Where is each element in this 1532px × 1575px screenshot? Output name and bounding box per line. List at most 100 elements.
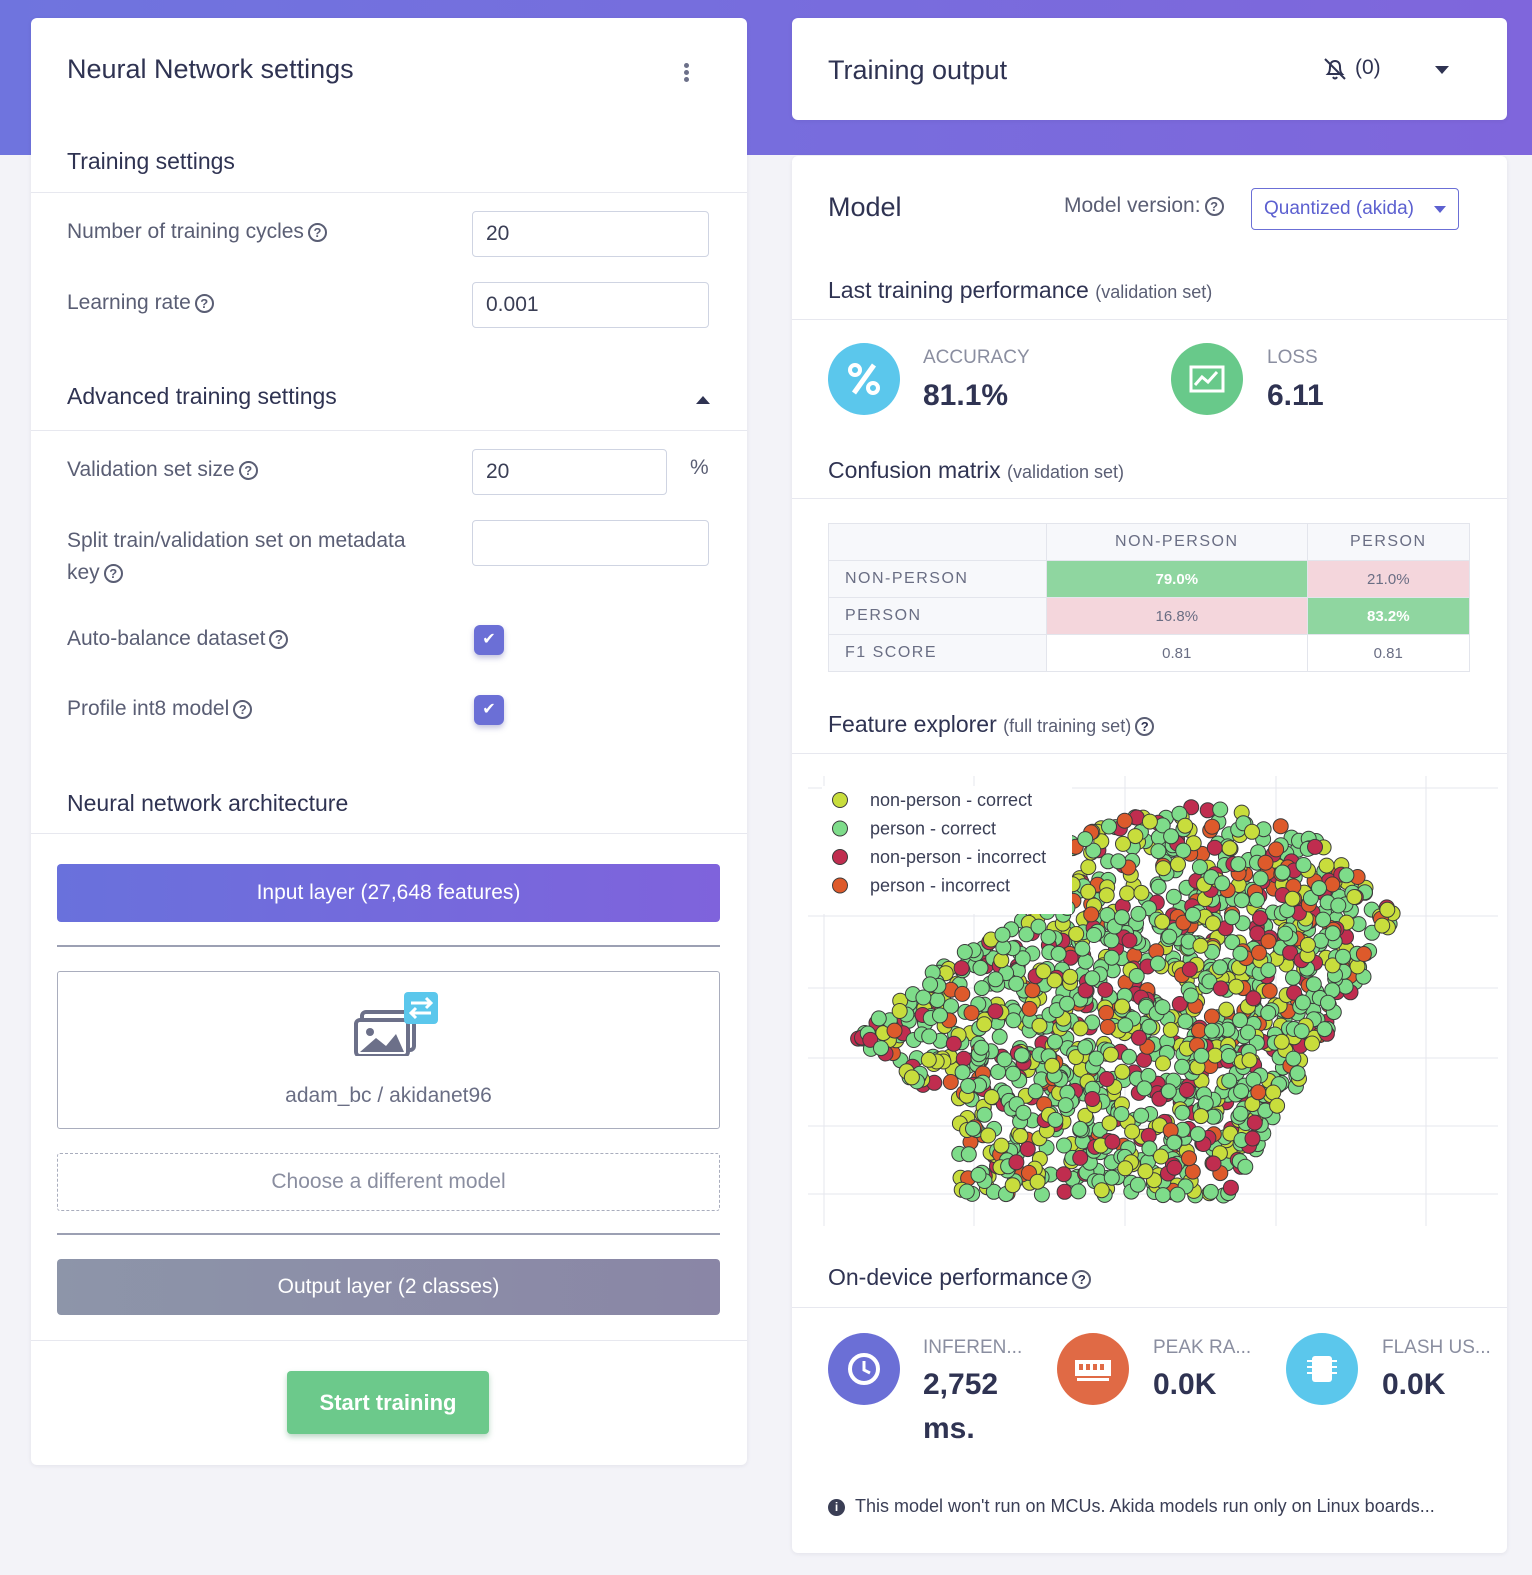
row-header: PERSON [828, 597, 1047, 635]
scatter-point [1150, 878, 1167, 895]
scatter-point [1008, 1154, 1025, 1171]
scatter-point [1166, 1134, 1183, 1151]
scatter-point [1249, 925, 1266, 942]
scatter-point [1338, 867, 1355, 884]
chevron-up-icon[interactable] [696, 395, 710, 405]
table-row: F1 SCORE 0.81 0.81 [828, 634, 1471, 672]
chip-icon [1286, 1333, 1358, 1405]
matrix-cell: 79.0% [1046, 560, 1308, 598]
scatter-point [1272, 818, 1289, 835]
legend-label: non-person - incorrect [870, 847, 1046, 867]
model-block[interactable]: adam_bc / akidanet96 [57, 971, 720, 1129]
scatter-point [1316, 1021, 1333, 1038]
confusion-matrix-title: Confusion matrix (validation set) [828, 457, 1125, 483]
table-row: PERSON 16.8% 83.2% [828, 597, 1471, 635]
info-icon: i [828, 1499, 845, 1516]
scatter-point [1004, 1177, 1021, 1194]
divider [792, 498, 1507, 499]
advanced-settings-title[interactable]: Advanced training settings [67, 383, 337, 409]
scatter-point [1014, 950, 1031, 967]
scatter-point [1320, 994, 1336, 1011]
scatter-point [1203, 1022, 1220, 1039]
scatter-point [958, 1183, 975, 1200]
scatter-point [1174, 1058, 1191, 1075]
start-training-button[interactable]: Start training [287, 1371, 489, 1434]
scatter-point [1154, 913, 1171, 930]
scatter-point [1293, 1023, 1310, 1040]
help-icon[interactable]: ? [1135, 717, 1155, 736]
scatter-point [1274, 864, 1291, 881]
learning-rate-input[interactable]: 0.001 [472, 282, 709, 328]
model-version-select[interactable]: Quantized (akida) [1251, 188, 1459, 230]
scatter-point [1072, 1120, 1089, 1137]
scatter-point [1214, 875, 1231, 892]
notification-count[interactable]: (0) [1355, 56, 1381, 79]
chevron-down-icon[interactable] [1435, 66, 1449, 74]
help-icon[interactable]: ? [307, 223, 327, 242]
help-icon[interactable]: ? [269, 630, 289, 649]
bell-off-icon[interactable] [1322, 56, 1348, 82]
scatter-point [1080, 883, 1097, 900]
column-header: PERSON [1306, 523, 1471, 561]
auto-balance-checkbox[interactable]: ✔ [474, 625, 504, 655]
scatter-point [1099, 1019, 1116, 1035]
ram-icon [1057, 1333, 1129, 1405]
training-cycles-input[interactable]: 20 [472, 211, 709, 257]
scatter-point [1103, 949, 1120, 966]
divider [31, 430, 747, 431]
scatter-point [1251, 944, 1267, 961]
model-version-label: Model version:? [1064, 194, 1224, 218]
split-metadata-label: Split train/validation set on metadata ke… [67, 529, 406, 584]
divider [792, 1307, 1507, 1308]
scatter-point [956, 944, 973, 960]
scatter-point [1104, 1133, 1121, 1150]
model-title: Model [828, 192, 902, 222]
output-layer-button[interactable]: Output layer (2 classes) [57, 1259, 720, 1315]
legend-background [822, 786, 1072, 914]
profile-int8-checkbox[interactable]: ✔ [474, 695, 504, 725]
scatter-point [1160, 1083, 1177, 1100]
help-icon[interactable]: ? [238, 461, 258, 480]
feature-explorer-title: Feature explorer (full training set)? [828, 711, 1155, 738]
split-metadata-input[interactable] [472, 520, 709, 566]
model-card: Model Model version:? Quantized (akida) … [792, 156, 1507, 1553]
architecture-title: Neural network architecture [67, 790, 349, 816]
help-icon[interactable]: ? [1204, 197, 1224, 216]
scatter-point [1218, 1001, 1235, 1018]
scatter-point [942, 1074, 959, 1090]
legend-marker [832, 849, 848, 865]
validation-size-label: Validation set size? [67, 454, 258, 486]
scatter-point [920, 1051, 937, 1068]
input-layer-button[interactable]: Input layer (27,648 features) [57, 864, 720, 922]
scatter-point [993, 1137, 1010, 1154]
scatter-point [1307, 838, 1323, 855]
scatter-point [1116, 812, 1133, 829]
help-icon[interactable]: ? [233, 700, 253, 719]
scatter-point [1141, 813, 1158, 830]
scatter-point [1030, 918, 1047, 935]
scatter-point [1059, 995, 1076, 1012]
scatter-point [1232, 1105, 1249, 1122]
scatter-point [1249, 891, 1265, 908]
scatter-point [1068, 926, 1085, 942]
choose-model-button[interactable]: Choose a different model [57, 1153, 720, 1211]
help-icon[interactable]: ? [1072, 1270, 1092, 1289]
scatter-point [1284, 890, 1301, 907]
scatter-point [1077, 982, 1094, 999]
scatter-point [1170, 856, 1186, 873]
scatter-point [1324, 957, 1341, 974]
scatter-point [1346, 889, 1363, 905]
scatter-point [1252, 870, 1269, 887]
validation-size-input[interactable]: 20 [472, 449, 667, 495]
feature-explorer-plot[interactable]: non-person - correct person - correct non-… [808, 776, 1498, 1231]
scatter-point [1029, 1173, 1046, 1190]
scatter-point [1098, 1004, 1115, 1021]
scatter-point [1086, 927, 1102, 943]
scatter-point [1084, 970, 1101, 987]
help-icon[interactable]: ? [103, 564, 123, 583]
scatter-point [1273, 1033, 1290, 1050]
scatter-point [1175, 842, 1192, 859]
help-icon[interactable]: ? [194, 294, 214, 313]
kebab-menu-icon[interactable] [682, 63, 690, 85]
scatter-point [1289, 1065, 1306, 1082]
